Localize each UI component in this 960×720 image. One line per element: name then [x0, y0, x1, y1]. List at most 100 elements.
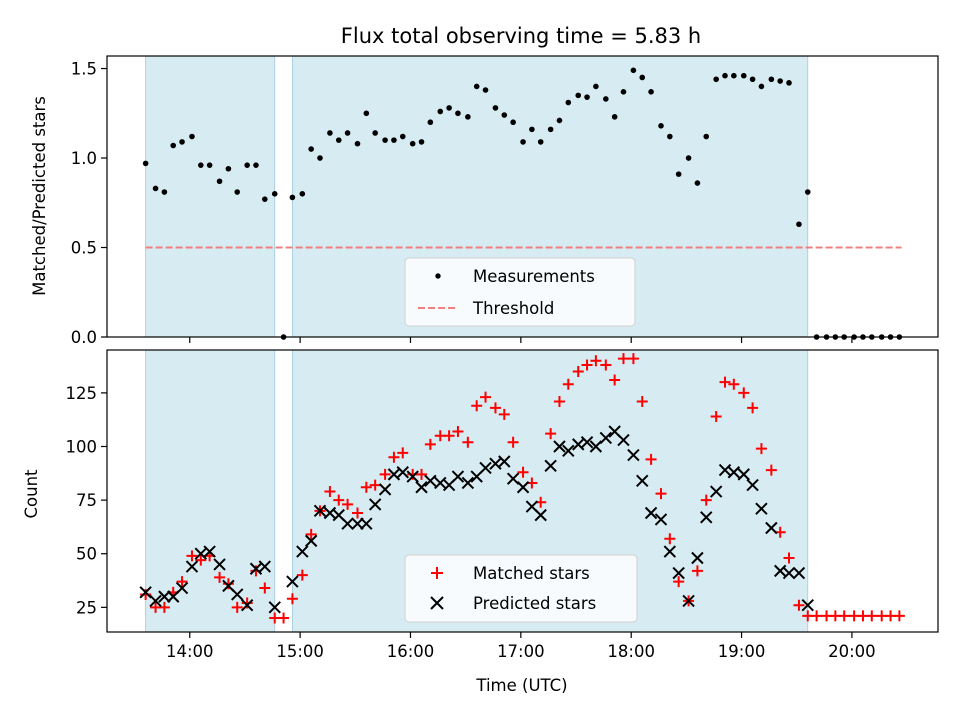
measurement-point — [391, 137, 397, 143]
x-tick-label: 18:00 — [607, 642, 655, 661]
measurement-point — [565, 99, 572, 106]
predicted-star-point — [663, 545, 677, 558]
predicted-star-point — [589, 440, 603, 453]
measurement-point — [722, 72, 728, 79]
matched-star-point — [296, 569, 308, 581]
measurement-point — [308, 146, 314, 152]
matched-star-point — [617, 353, 629, 365]
measurement-point — [317, 155, 323, 161]
matched-star-point — [719, 376, 731, 388]
measurement-point — [667, 133, 673, 140]
measurement-point — [758, 83, 765, 90]
predicted-star-point — [700, 511, 713, 524]
predicted-star-point — [415, 481, 428, 494]
measurement-point — [482, 87, 489, 93]
predicted-star-point — [691, 551, 704, 565]
measurement-point — [170, 142, 177, 149]
measurement-point — [603, 96, 609, 102]
matched-star-point — [424, 438, 436, 450]
measurement-point — [437, 108, 444, 115]
matched-star-point — [747, 402, 759, 414]
x-axis-label: Time (UTC) — [475, 676, 567, 695]
predicted-star-point — [746, 478, 759, 492]
matched-star-point — [755, 443, 767, 455]
matched-star-point — [866, 610, 878, 622]
measurement-point — [409, 140, 416, 147]
matched-star-point — [360, 481, 372, 493]
chart-title: Flux total observing time = 5.83 h — [341, 24, 701, 48]
predicted-star-point — [580, 436, 594, 449]
matched-star-point — [369, 479, 381, 491]
matched-star-point — [562, 378, 574, 390]
measurements-series — [142, 67, 903, 340]
measurement-point — [372, 130, 378, 136]
measurement-point — [225, 165, 232, 172]
measurements-legend-marker — [435, 273, 441, 279]
predicted-star-point — [765, 521, 778, 535]
y-tick-label: 1.5 — [71, 60, 97, 79]
measurement-point — [271, 191, 278, 197]
y-tick-label: 100 — [66, 438, 98, 457]
matched-star-point — [811, 610, 823, 622]
predicted-star-point — [396, 466, 409, 479]
matched-star-point — [627, 353, 639, 365]
measurement-point — [648, 88, 654, 95]
measurement-point — [455, 110, 461, 117]
predicted-star-point — [158, 590, 171, 603]
predicted-star-point — [341, 517, 354, 530]
matched-star-point — [416, 468, 428, 480]
measurement-point — [520, 139, 526, 145]
predicted-star-point — [378, 483, 392, 496]
measurement-point — [206, 162, 213, 168]
measurement-point — [327, 130, 333, 136]
bottom-x-axis-ticks: 14:00 15:00 16:00 17:00 18:00 19:00 20:00 — [166, 632, 876, 661]
measurement-point — [344, 130, 351, 136]
measurement-point — [262, 196, 268, 202]
measurement-point — [299, 191, 306, 197]
matched-star-point — [286, 593, 298, 605]
predicted-star-point — [296, 545, 309, 558]
measurement-point — [575, 92, 582, 99]
measurement-point — [537, 139, 544, 145]
matched-star-point — [231, 601, 243, 613]
measurement-point — [335, 137, 342, 143]
matched-star-point — [545, 428, 557, 440]
matched-star-point — [176, 576, 188, 588]
measurement-point — [446, 105, 452, 111]
measurement-point — [152, 185, 159, 192]
top-y-axis-ticks: 0.0 0.5 1.0 1.5 — [71, 60, 107, 347]
predicted-star-point — [792, 566, 806, 580]
measurement-point — [189, 133, 195, 140]
matched-star-point — [452, 425, 464, 437]
predicted-star-point — [406, 470, 419, 483]
top-x-axis-ticks — [189, 337, 853, 343]
predicted-star-point — [682, 594, 695, 608]
measurement-point — [777, 78, 783, 84]
predicted-star-point — [553, 440, 566, 453]
measurement-point — [694, 180, 701, 186]
predicted-star-point — [149, 594, 162, 608]
matched-star-point — [324, 486, 336, 498]
bottom-axes-frame — [106, 349, 939, 633]
matched-stars-series — [140, 353, 905, 624]
predicted-star-point — [498, 455, 511, 468]
measurement-point — [675, 171, 682, 177]
measurement-point — [547, 126, 554, 133]
shaded-interval — [145, 349, 276, 633]
predicted-star-point — [360, 517, 373, 530]
measurement-point — [749, 76, 756, 83]
measurement-point — [501, 112, 508, 118]
predicted-star-point — [185, 560, 199, 573]
predicted-star-point — [709, 485, 723, 498]
measurement-point — [289, 194, 296, 201]
matched-star-point — [700, 494, 712, 506]
predicted-star-point — [599, 431, 613, 445]
measurement-point — [492, 105, 499, 111]
top-axes-frame — [106, 55, 939, 338]
predicted-star-point — [562, 444, 575, 457]
matched-star-point — [553, 395, 565, 407]
measurement-point — [142, 160, 149, 167]
measurement-point — [584, 94, 590, 100]
measurement-point — [740, 72, 747, 79]
measurement-point — [161, 189, 168, 195]
